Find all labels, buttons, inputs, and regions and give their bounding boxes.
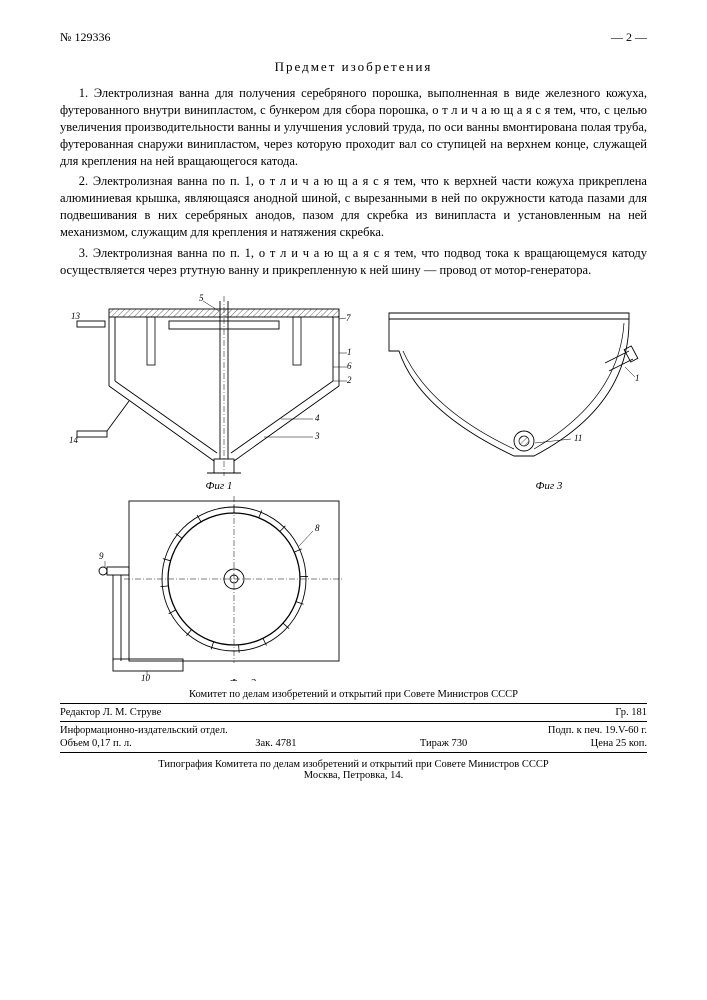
- editor: Редактор Л. М. Струве: [60, 707, 161, 718]
- fig2-label: Фиг 2: [229, 677, 256, 681]
- svg-text:14: 14: [69, 435, 79, 445]
- fig1-label: Фиг 1: [205, 480, 232, 492]
- section-title: Предмет изобретения: [60, 59, 647, 75]
- fig2: 8 9 10 Фиг 2: [99, 496, 344, 681]
- svg-text:13: 13: [71, 311, 81, 321]
- svg-text:9: 9: [99, 551, 104, 561]
- figures-block: 7 1 6 2 4 3 5 13 14 Фиг 1: [69, 291, 639, 681]
- svg-text:12: 12: [635, 373, 639, 383]
- volume: Объем 0,17 п. л.: [60, 738, 132, 749]
- page-num: — 2 —: [611, 30, 647, 45]
- fig3: 11 12 Фиг 3: [389, 313, 639, 492]
- doc-number: № 129336: [60, 30, 110, 45]
- svg-text:8: 8: [315, 523, 320, 533]
- divider-2: [60, 721, 647, 722]
- svg-text:3: 3: [314, 431, 320, 441]
- divider-1: [60, 703, 647, 704]
- price: Цена 25 коп.: [591, 738, 647, 749]
- order: Зак. 4781: [255, 738, 296, 749]
- printer-line1: Типография Комитета по делам изобретений…: [60, 759, 647, 770]
- dept: Информационно-издательский отдел.: [60, 725, 228, 736]
- divider-3: [60, 752, 647, 753]
- committee-line: Комитет по делам изобретений и открытий …: [60, 689, 647, 700]
- svg-text:7: 7: [346, 313, 351, 323]
- svg-text:10: 10: [141, 673, 151, 681]
- claim-3: 3. Электролизная ванна по п. 1, о т л и …: [60, 245, 647, 279]
- claim-2: 2. Электролизная ванна по п. 1, о т л и …: [60, 173, 647, 241]
- svg-text:6: 6: [347, 361, 352, 371]
- group: Гр. 181: [615, 707, 647, 718]
- svg-text:4: 4: [315, 413, 320, 423]
- fig1: 7 1 6 2 4 3 5 13 14 Фиг 1: [69, 293, 352, 492]
- claim-1: 1. Электролизная ванна для получения сер…: [60, 85, 647, 169]
- tirage: Тираж 730: [420, 738, 467, 749]
- fig3-label: Фиг 3: [535, 480, 562, 492]
- printer-line2: Москва, Петровка, 14.: [60, 770, 647, 781]
- svg-text:5: 5: [199, 293, 204, 303]
- svg-text:11: 11: [574, 433, 582, 443]
- svg-text:2: 2: [347, 375, 352, 385]
- svg-text:1: 1: [347, 347, 352, 357]
- sign-date: Подп. к печ. 19.V-60 г.: [548, 725, 647, 736]
